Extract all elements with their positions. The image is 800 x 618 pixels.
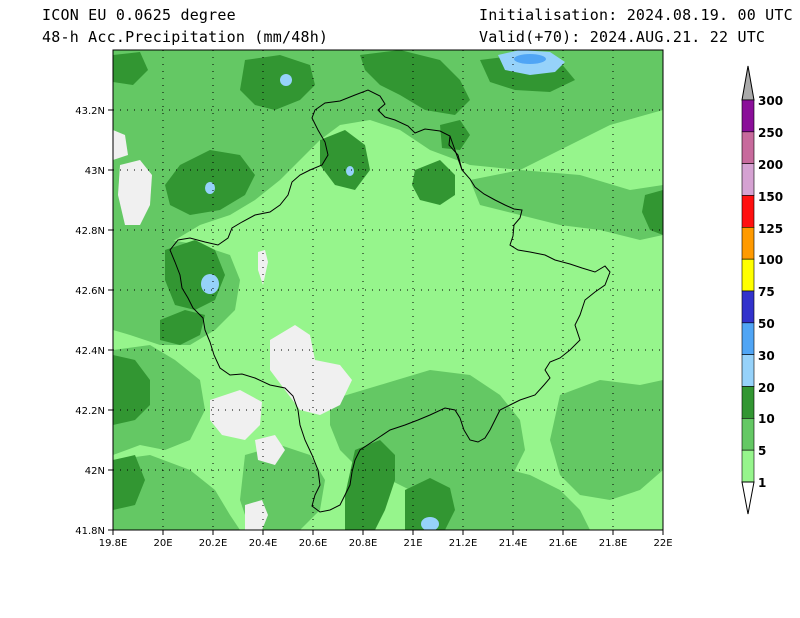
lon-label: 21.2E [449,538,478,549]
colorbar-segment [741,386,755,419]
graticule [113,50,663,530]
colorbar-label: 10 [758,412,775,426]
colorbar-label: 100 [758,253,783,267]
colorbar-label: 200 [758,158,783,172]
lat-label: 42.4N [75,346,105,357]
lat-label: 42.6N [75,286,105,297]
axis-ticks [108,109,664,535]
colorbar-label: 1 [758,476,766,490]
colorbar-label: 5 [758,444,766,458]
lon-label: 20.2E [199,538,228,549]
colorbar-segment [741,99,755,133]
lon-label: 21.6E [549,538,578,549]
lon-label: 20.8E [349,538,378,549]
colorbar-bottom-triangle [741,481,755,515]
colorbar-segment [741,449,755,483]
lon-label: 21E [403,538,422,549]
lat-label: 42.2N [75,406,105,417]
colorbar: 300 250 200 150 125 100 75 50 30 20 10 5… [741,65,783,515]
colorbar-segment [741,227,755,260]
colorbar-segment [741,195,755,228]
precip-20-30mm-areas [201,50,565,530]
valid-time: Valid(+70): 2024.AUG.21. 22 UTC [479,28,766,46]
colorbar-label: 150 [758,190,783,204]
colorbar-top-triangle [741,65,755,101]
colorbar-label: 50 [758,317,775,331]
precip-30-50mm-areas [514,54,546,64]
colorbar-segment [741,418,755,451]
lon-label: 20E [153,538,172,549]
lat-label: 41.8N [75,526,105,537]
longitude-labels: 19.8E 20E 20.2E 20.4E 20.6E 20.8E 21E 21… [99,538,673,549]
colorbar-label: 125 [758,222,783,236]
lat-label: 42N [85,466,105,477]
colorbar-segment [741,354,755,387]
colorbar-label: 75 [758,285,775,299]
colorbar-segment [741,258,755,292]
border-outline [169,89,611,513]
colorbar-label: 20 [758,381,775,395]
border-internal [449,135,463,171]
colorbar-label: 30 [758,349,775,363]
colorbar-label: 250 [758,126,783,140]
colorbar-segment [741,163,755,196]
lon-label: 20.4E [249,538,278,549]
lon-label: 19.8E [99,538,128,549]
precipitation-field [113,50,663,530]
colorbar-labels: 300 250 200 150 125 100 75 50 30 20 10 5… [758,94,783,490]
lon-label: 21.4E [499,538,528,549]
colorbar-segments [741,99,755,483]
colorbar-label: 300 [758,94,783,108]
colorbar-segment [741,322,755,355]
field-title: 48-h Acc.Precipitation (mm/48h) [42,28,329,46]
country-borders [169,89,611,513]
lon-label: 20.6E [299,538,328,549]
lon-label: 21.8E [599,538,628,549]
lon-label: 22E [653,538,672,549]
lat-label: 42.8N [75,226,105,237]
colorbar-segment [741,290,755,324]
model-title: ICON EU 0.0625 degree [42,6,236,24]
latitude-labels: 43.2N 43N 42.8N 42.6N 42.4N 42.2N 42N 41… [75,106,105,537]
lat-label: 43.2N [75,106,105,117]
initialisation-time: Initialisation: 2024.08.19. 00 UTC [479,6,793,24]
colorbar-segment [741,131,755,164]
lat-label: 43N [85,166,105,177]
